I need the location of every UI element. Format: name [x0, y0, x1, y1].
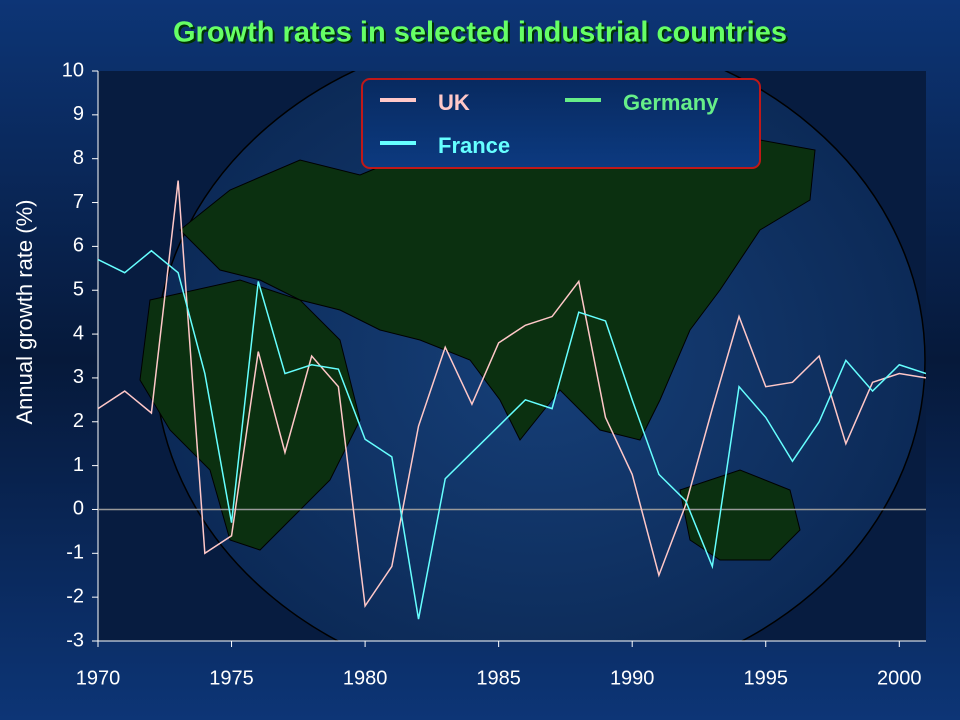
y-tick-label: 5: [73, 279, 84, 301]
x-tick-label: 1970: [76, 667, 121, 689]
x-tick-label: 1995: [743, 667, 788, 689]
chart-title-shadow: Growth rates in selected industrial coun…: [175, 19, 789, 51]
legend-label: UK: [438, 90, 470, 115]
x-tick-label: 1990: [610, 667, 655, 689]
y-tick-label: 7: [73, 191, 84, 213]
y-tick-label: 10: [62, 59, 84, 81]
x-tick-label: 1980: [343, 667, 388, 689]
chart-title: Growth rates in selected industrial coun…: [173, 17, 787, 49]
y-tick-label: 4: [73, 322, 84, 344]
legend-box: [361, 78, 761, 169]
y-tick-label: 1: [73, 454, 84, 476]
series-line: [98, 180, 926, 609]
y-tick-label: -1: [66, 542, 84, 564]
y-tick-label: -2: [66, 585, 84, 607]
y-axis-label: Annual growth rate (%): [12, 200, 37, 425]
y-tick-label: 2: [73, 410, 84, 432]
x-tick-label: 1975: [209, 667, 254, 689]
series-line: [98, 249, 926, 620]
y-tick-label: 6: [73, 235, 84, 257]
y-tick-label: 9: [73, 103, 84, 125]
x-tick-label: 1985: [476, 667, 521, 689]
y-tick-label: 0: [73, 498, 84, 520]
y-tick-label: -3: [66, 629, 84, 651]
y-tick-label: 8: [73, 147, 84, 169]
y-tick-label: 3: [73, 366, 84, 388]
x-tick-label: 2000: [877, 667, 922, 689]
legend-label: Germany: [623, 90, 719, 115]
legend-label: France: [438, 133, 510, 158]
